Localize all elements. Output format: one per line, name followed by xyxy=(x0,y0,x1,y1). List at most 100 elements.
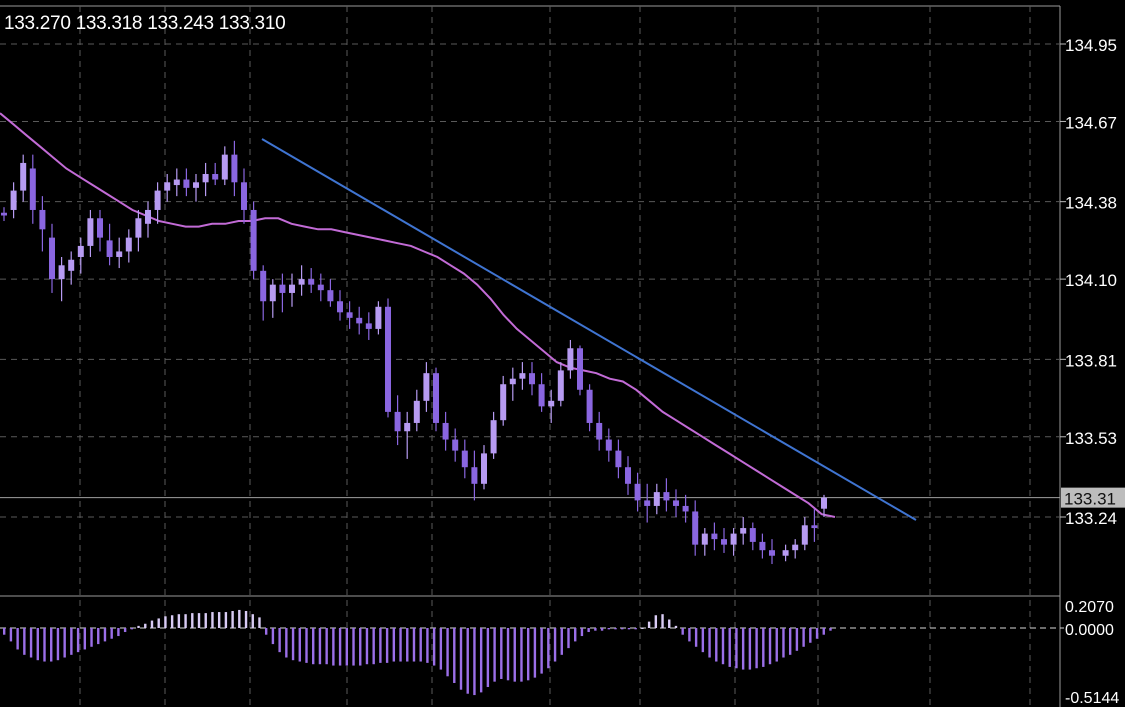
candle xyxy=(68,251,75,285)
candle xyxy=(653,483,660,515)
candle-body xyxy=(801,525,808,545)
candle xyxy=(404,411,411,459)
osc-bar xyxy=(815,628,819,639)
candle xyxy=(106,223,113,266)
candle-body xyxy=(106,240,113,257)
osc-bar xyxy=(23,628,26,655)
osc-bar xyxy=(244,610,248,628)
osc-bar xyxy=(392,628,396,662)
oscillator-layer xyxy=(0,609,1064,696)
candle xyxy=(365,312,372,340)
candle-body xyxy=(577,348,583,390)
osc-tick-label: 0.2070 xyxy=(1065,599,1114,616)
osc-bar xyxy=(674,625,678,628)
osc-bar xyxy=(493,628,496,682)
y-tick-label: 134.10 xyxy=(1065,271,1117,290)
candle xyxy=(212,162,219,186)
osc-bar xyxy=(217,612,221,628)
osc-bar xyxy=(802,628,805,647)
candle xyxy=(260,265,267,321)
osc-bar xyxy=(748,628,752,670)
osc-bar xyxy=(715,628,718,662)
grid xyxy=(0,5,1061,707)
osc-bar xyxy=(29,628,33,658)
candle-body xyxy=(634,483,641,501)
candle-body xyxy=(605,439,612,451)
candle-body xyxy=(77,245,84,257)
osc-bar xyxy=(479,628,483,693)
osc-bar xyxy=(728,628,731,667)
osc-bar xyxy=(36,628,39,661)
osc-bar xyxy=(627,628,631,630)
candle xyxy=(346,301,353,329)
current-price-box xyxy=(1061,487,1125,508)
candle xyxy=(394,395,401,446)
candle-body xyxy=(500,384,507,421)
osc-bar xyxy=(614,628,617,630)
candle-body xyxy=(154,190,161,210)
candle xyxy=(605,428,612,462)
osc-bar xyxy=(432,628,436,666)
trend-line xyxy=(261,138,917,521)
candle xyxy=(711,522,718,551)
candle-body xyxy=(490,420,497,454)
candle xyxy=(625,456,631,495)
candle-body xyxy=(394,411,401,432)
osc-bar xyxy=(338,628,342,666)
candle-body xyxy=(365,323,372,329)
candle xyxy=(481,445,487,490)
osc-bar xyxy=(466,628,469,694)
candle xyxy=(77,237,84,274)
moving-average-line xyxy=(0,112,836,518)
candle-body xyxy=(298,279,305,285)
candle-body xyxy=(212,174,219,180)
price-axis: 134.95 134.67 134.38 134.10 133.81 133.53 133.… xyxy=(1060,36,1125,707)
candle xyxy=(500,375,507,426)
candle-body xyxy=(404,422,411,432)
osc-bar xyxy=(681,628,684,635)
candle xyxy=(356,306,363,335)
candle xyxy=(596,411,603,451)
osc-bar xyxy=(130,628,134,630)
osc-bar xyxy=(574,628,577,642)
candle xyxy=(801,517,808,551)
osc-bar xyxy=(379,628,382,663)
osc-bar xyxy=(762,628,765,667)
osc-bar xyxy=(150,620,154,628)
low-value: 133.243 xyxy=(147,13,214,34)
osc-bar xyxy=(224,612,228,628)
candle-body xyxy=(519,373,526,379)
osc-bar xyxy=(406,628,409,662)
candle-body xyxy=(692,511,699,545)
osc-bar xyxy=(16,628,19,650)
osc-bar xyxy=(439,628,443,670)
candle xyxy=(317,273,324,302)
osc-bar xyxy=(580,628,584,637)
osc-bar xyxy=(291,628,295,661)
candle xyxy=(231,140,238,197)
candle xyxy=(673,489,679,517)
osc-bar xyxy=(264,628,268,635)
candle-body xyxy=(811,525,818,529)
candle-body xyxy=(173,179,180,186)
close-value: 133.310 xyxy=(218,13,286,34)
osc-bar xyxy=(560,628,563,655)
osc-bar xyxy=(144,623,147,628)
candle xyxy=(423,362,430,412)
osc-bar xyxy=(795,628,799,651)
candle-body xyxy=(356,317,363,324)
osc-bar xyxy=(459,628,463,690)
candle xyxy=(250,201,257,280)
osc-bar xyxy=(312,628,315,665)
candle xyxy=(577,345,583,396)
candle xyxy=(20,154,27,202)
candle-body xyxy=(346,312,353,318)
candle xyxy=(759,533,766,559)
candle-body xyxy=(663,492,670,501)
candle xyxy=(682,494,689,523)
candle xyxy=(509,367,516,401)
osc-bar xyxy=(365,628,369,665)
candle-body xyxy=(231,154,238,183)
candle-body xyxy=(202,174,209,183)
